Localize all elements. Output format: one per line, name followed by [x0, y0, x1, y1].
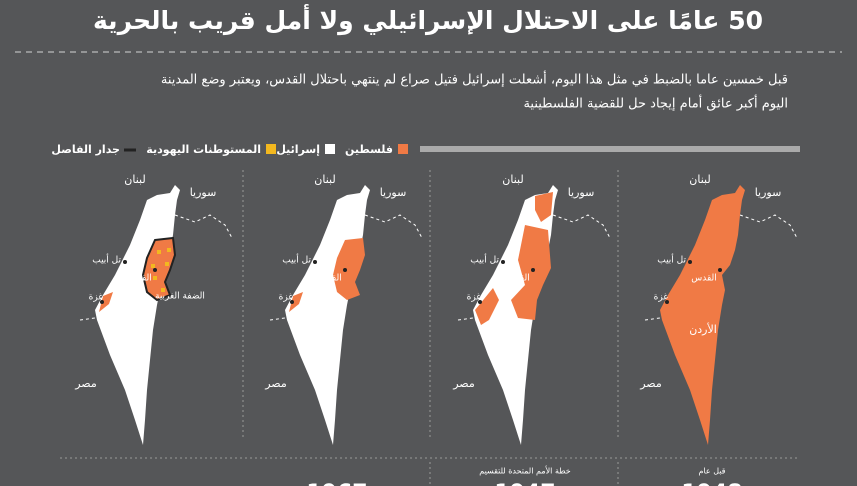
country-shape — [285, 185, 370, 445]
place-label: القدس — [316, 274, 342, 284]
country-shape — [660, 185, 745, 445]
place-label: تل أبيب — [282, 254, 311, 266]
place-label: غزة — [654, 293, 669, 303]
dividers — [60, 170, 800, 486]
place-label: القدس — [691, 274, 717, 284]
city-dot — [100, 300, 104, 304]
place-label: لبنان — [502, 173, 523, 186]
city-dot — [343, 268, 347, 272]
legend-label: فلسطين — [345, 143, 393, 156]
place-label: مصر — [639, 377, 662, 390]
map-year: 1948 — [681, 481, 742, 486]
place-label: لبنان — [689, 173, 710, 186]
subtitle-line: اليوم أكبر عائق أمام إيجاد حل للقضية الف… — [523, 95, 788, 112]
border-line — [739, 214, 798, 239]
subtitle-line: قبل خمسين عاما بالضبط في مثل هذا اليوم، … — [161, 71, 788, 88]
city-dot — [718, 268, 722, 272]
arab-area — [511, 225, 551, 320]
place-label: مصر — [74, 377, 97, 390]
arab-area — [535, 192, 553, 222]
map-caption: خطة الأمم المتحدة للتقسيم — [479, 466, 571, 476]
city-dot — [290, 300, 294, 304]
place-label: غزة — [89, 293, 104, 303]
arab-area — [475, 288, 499, 325]
place-label: سوريا — [755, 186, 782, 199]
place-label: القدس — [126, 274, 152, 284]
place-label: سوريا — [380, 186, 407, 199]
legend-swatch — [398, 144, 408, 154]
map: لبنان سوريا تل أبيب القدس غزة الأردن مصر 1967 — [264, 173, 423, 486]
place-label: تل أبيب — [470, 254, 499, 266]
country-shape — [95, 185, 180, 445]
gaza-strip — [289, 292, 303, 312]
settlement — [153, 276, 157, 280]
city-dot — [531, 268, 535, 272]
place-label: لبنان — [124, 173, 145, 186]
city-dot — [313, 260, 317, 264]
place-label: لبنان — [314, 173, 335, 186]
border-line — [552, 214, 611, 239]
legend-swatch — [325, 144, 335, 154]
city-dot — [501, 260, 505, 264]
place-label: الأردن — [124, 322, 152, 336]
settlement — [157, 250, 161, 254]
place-label: تل أبيب — [657, 254, 686, 266]
settlement — [151, 264, 155, 268]
place-label: غزة — [467, 293, 482, 303]
map-caption: قبل عام — [698, 467, 725, 476]
place-label: سوريا — [568, 186, 595, 199]
place-label: الأردن — [689, 322, 717, 336]
map: لبنان سوريا تل أبيب القدس غزة الأردن مصر خطة ال… — [452, 173, 611, 486]
city-dot — [665, 300, 669, 304]
legend-swatch — [266, 144, 276, 154]
border-line — [364, 214, 423, 239]
settlement — [167, 248, 171, 252]
map-year: 1967 — [306, 481, 367, 486]
west-bank — [141, 236, 177, 302]
legend-label: إسرائيل — [276, 143, 320, 156]
city-dot — [478, 300, 482, 304]
legend-bar — [420, 146, 800, 152]
map-year: 1947 — [494, 481, 555, 486]
settlement — [161, 288, 165, 292]
place-label: سوريا — [190, 186, 217, 199]
legend-label: جدار الفاصل — [51, 143, 120, 156]
place-label: غزة — [279, 293, 294, 303]
title: 50 عامًا على الاحتلال الإسرائيلي ولا أمل… — [93, 4, 763, 36]
place-label: الضفة الغربية — [155, 292, 205, 302]
place-label: الأردن — [502, 322, 530, 336]
map: لبنان سوريا تل أبيب القدس غزة الأردن مصر قبل عا… — [639, 173, 798, 486]
city-dot — [123, 260, 127, 264]
border-line — [174, 214, 233, 239]
place-label: تل أبيب — [92, 254, 121, 266]
legend-label: المستوطنات اليهودية — [146, 143, 261, 156]
gaza-strip — [99, 292, 113, 312]
place-label: القدس — [504, 274, 530, 284]
place-label: الأردن — [314, 322, 342, 336]
city-dot — [153, 268, 157, 272]
settlement — [165, 262, 169, 266]
place-label: مصر — [264, 377, 287, 390]
west-bank — [333, 238, 365, 300]
place-label: مصر — [452, 377, 475, 390]
city-dot — [688, 260, 692, 264]
